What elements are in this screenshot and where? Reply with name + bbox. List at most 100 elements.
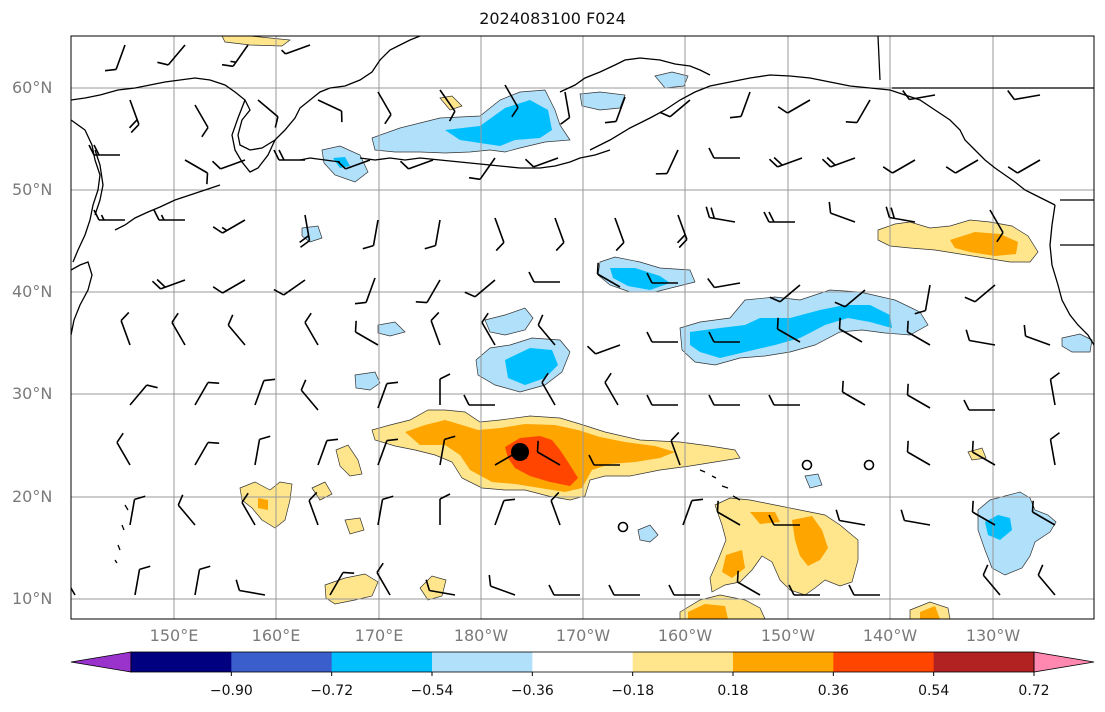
wind-barb bbox=[964, 284, 996, 303]
longitude-label: 150°W bbox=[760, 626, 816, 645]
wind-barb bbox=[439, 89, 456, 122]
colorbar-segment bbox=[231, 652, 333, 672]
map-frame bbox=[70, 35, 1095, 620]
wind-barb bbox=[541, 372, 556, 406]
colorbar-frame bbox=[130, 651, 1035, 673]
wind-barb bbox=[885, 206, 916, 223]
wind-barb bbox=[834, 289, 866, 308]
wind-barb bbox=[906, 320, 931, 346]
wind-barb bbox=[317, 438, 339, 466]
wind-barb bbox=[768, 394, 800, 406]
wind-barb bbox=[965, 329, 996, 346]
wind-barb bbox=[821, 156, 856, 168]
wind-barb bbox=[596, 262, 621, 288]
colorbar-segment bbox=[131, 652, 232, 672]
wind-barb bbox=[604, 372, 619, 406]
wind-barb bbox=[902, 90, 936, 101]
wind-barb bbox=[241, 492, 256, 526]
mariana-islands bbox=[114, 504, 129, 564]
colorbar-segment bbox=[532, 652, 634, 672]
wind-barb bbox=[554, 217, 565, 252]
anomaly-region bbox=[792, 516, 828, 566]
wind-barb bbox=[273, 149, 305, 161]
wind-barb bbox=[377, 91, 392, 125]
latitude-label: 40°N bbox=[12, 282, 53, 301]
longitude-label: 150°E bbox=[149, 626, 199, 645]
calm-wind-marker bbox=[617, 521, 629, 533]
latitude-label: 50°N bbox=[12, 180, 53, 199]
wind-barb bbox=[768, 514, 800, 526]
latitude-label: 60°N bbox=[12, 78, 53, 97]
wind-barb bbox=[257, 99, 279, 128]
wind-barb bbox=[716, 500, 741, 526]
wind-barb bbox=[184, 159, 209, 185]
longitude-label: 170°W bbox=[555, 626, 611, 645]
wind-barb bbox=[221, 44, 249, 68]
wind-barb bbox=[608, 584, 640, 596]
wind-barb bbox=[537, 314, 556, 346]
colorbar-segment bbox=[331, 652, 433, 672]
wind-barb bbox=[705, 206, 736, 223]
wind-barb bbox=[1023, 324, 1051, 346]
wind-barb bbox=[153, 209, 185, 221]
wind-barb bbox=[116, 432, 131, 466]
wind-barb bbox=[280, 44, 311, 55]
wind-barb bbox=[1049, 432, 1060, 466]
coastlines bbox=[71, 36, 1094, 564]
wind-barb bbox=[1049, 372, 1060, 406]
wind-barb bbox=[560, 91, 571, 125]
wind-barb bbox=[707, 278, 741, 289]
alaska-west bbox=[559, 57, 711, 93]
anomaly-region bbox=[377, 321, 406, 337]
anomaly-region bbox=[637, 524, 659, 543]
colorbar-extend-high bbox=[1033, 651, 1095, 673]
wind-barb bbox=[536, 440, 561, 466]
anomaly-region bbox=[221, 36, 291, 47]
sakhalin bbox=[94, 149, 104, 216]
wind-barb bbox=[729, 91, 751, 119]
wind-barb bbox=[336, 159, 371, 170]
colorbar-extend-low bbox=[70, 651, 132, 673]
wind-barb bbox=[304, 312, 319, 346]
shaded-anomaly-field bbox=[221, 36, 1093, 619]
anomaly-region bbox=[333, 157, 350, 168]
wind-barb bbox=[439, 493, 451, 525]
wind-barb bbox=[157, 44, 186, 66]
anomaly-region bbox=[445, 100, 552, 146]
wind-barb bbox=[945, 159, 979, 174]
wind-barb bbox=[424, 219, 441, 250]
wind-barb bbox=[464, 279, 496, 298]
wind-barb bbox=[708, 147, 740, 159]
wind-barb bbox=[906, 383, 931, 409]
colorbar-segment bbox=[733, 652, 834, 672]
anomaly-region bbox=[419, 575, 447, 601]
wind-barb bbox=[982, 564, 1001, 596]
colorbar-tick-label: −0.72 bbox=[310, 683, 354, 699]
gridlines bbox=[71, 36, 1094, 619]
wind-barb bbox=[129, 384, 158, 406]
wind-barb bbox=[838, 317, 863, 343]
wind-barb bbox=[777, 99, 811, 114]
anomaly-region bbox=[977, 491, 1057, 576]
longitude-label: 160°W bbox=[657, 626, 713, 645]
wind-barb bbox=[235, 579, 266, 596]
wind-barb bbox=[171, 312, 186, 346]
colorbar-tick-label: 0.72 bbox=[1018, 683, 1050, 699]
wind-barb bbox=[430, 311, 441, 346]
longitude-label: 130°W bbox=[965, 626, 1021, 645]
colorbar bbox=[70, 651, 1095, 676]
colorbar-tick-label: 0.36 bbox=[817, 683, 849, 699]
anomaly-region bbox=[654, 71, 689, 89]
anomaly-region bbox=[344, 517, 365, 535]
wind-barb bbox=[88, 144, 120, 156]
wind-barb bbox=[1031, 500, 1056, 526]
wind-barb bbox=[788, 584, 820, 596]
wind-barb bbox=[604, 96, 626, 124]
colorbar-tick-label: −0.54 bbox=[410, 683, 454, 699]
colorbar-tick-label: −0.18 bbox=[611, 683, 655, 699]
wind-barb bbox=[488, 574, 516, 596]
wind-barb bbox=[524, 157, 559, 168]
anomaly-region bbox=[950, 232, 1018, 256]
wind-barb bbox=[300, 379, 319, 411]
